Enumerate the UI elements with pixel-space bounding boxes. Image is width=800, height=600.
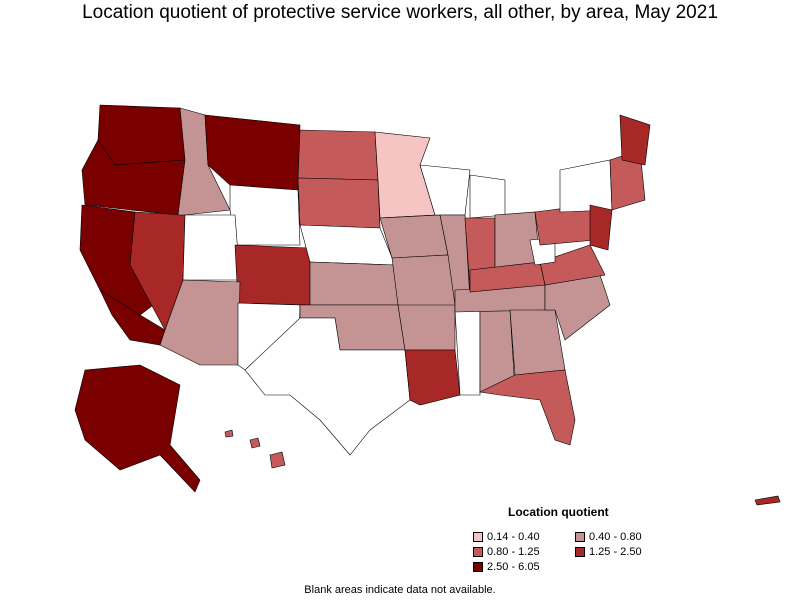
region-mid-atlantic — [589, 204, 613, 251]
region-hawaii-2 — [269, 451, 286, 469]
map-title: Location quotient of protective service … — [82, 2, 718, 23]
legend-item-2: 0.80 - 1.25 — [473, 546, 540, 558]
region-montana — [204, 114, 301, 191]
region-utah — [182, 214, 241, 281]
footnote: Blank areas indicate data not available. — [304, 584, 496, 596]
region-washington — [97, 104, 186, 166]
legend-item-3: 1.25 - 2.50 — [575, 546, 642, 558]
legend-item-0: 0.14 - 0.40 — [473, 531, 540, 543]
legend-label-0: 0.14 - 0.40 — [487, 531, 540, 543]
region-georgia — [509, 309, 566, 376]
region-puerto-rico — [754, 495, 781, 506]
legend-swatch-2 — [473, 547, 483, 557]
region-virginia — [539, 244, 606, 286]
legend-label-2: 0.80 - 1.25 — [487, 546, 540, 558]
region-florida — [478, 369, 576, 446]
region-maine — [619, 114, 651, 166]
legend-swatch-4 — [473, 562, 483, 572]
region-texas — [244, 317, 411, 456]
region-north-dakota — [297, 129, 379, 181]
region-alaska — [74, 364, 201, 493]
region-new-york — [559, 159, 613, 213]
legend-swatch-1 — [575, 532, 585, 542]
legend-label-1: 0.40 - 0.80 — [589, 531, 642, 543]
legend-item-1: 0.40 - 0.80 — [575, 531, 642, 543]
legend-swatch-3 — [575, 547, 585, 557]
region-hawaii-3 — [224, 429, 234, 438]
region-south-dakota — [297, 177, 381, 229]
region-colorado — [234, 244, 311, 306]
legend-title: Location quotient — [508, 505, 609, 519]
legend-item-4: 2.50 - 6.05 — [473, 561, 540, 573]
legend-label-4: 2.50 - 6.05 — [487, 561, 540, 573]
legend-swatch-0 — [473, 532, 483, 542]
region-michigan — [469, 174, 506, 219]
region-iowa — [379, 214, 449, 259]
legend-label-3: 1.25 - 2.50 — [589, 546, 642, 558]
region-louisiana — [404, 349, 461, 406]
region-hawaii-1 — [249, 437, 261, 449]
region-wyoming — [229, 184, 301, 246]
region-arkansas — [397, 304, 456, 351]
region-nebraska — [299, 224, 396, 266]
region-kansas — [309, 261, 399, 306]
